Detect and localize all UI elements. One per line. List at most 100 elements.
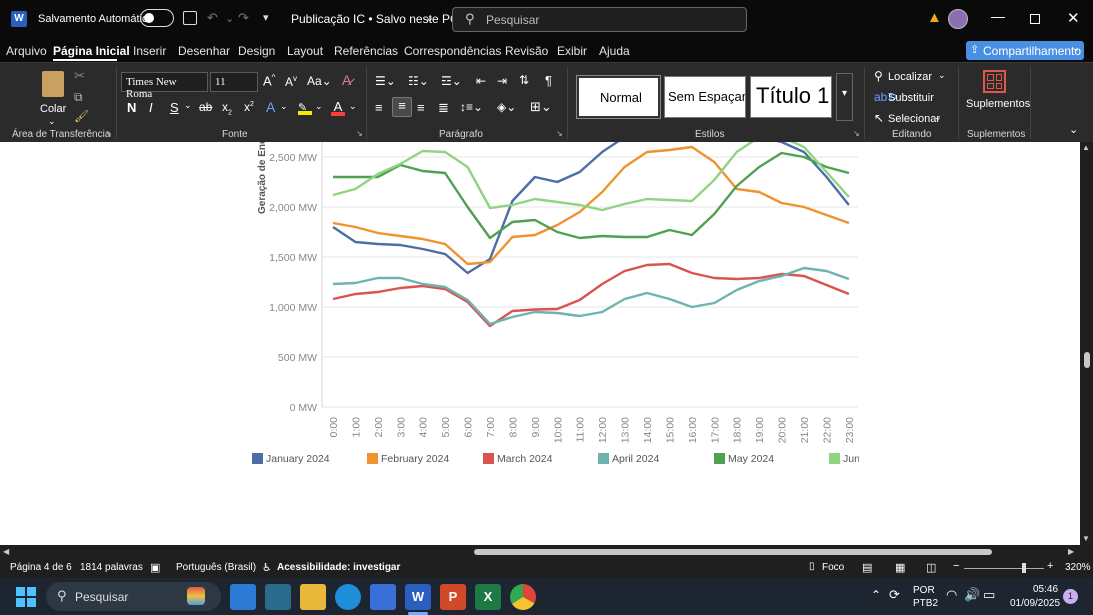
zoom-slider-track[interactable] [964,568,1044,569]
vertical-scroll-thumb[interactable] [1084,352,1090,368]
restore-icon[interactable] [1030,14,1040,24]
align-center-button[interactable]: ≡ [392,97,412,117]
styles-more-button[interactable]: ▾ [836,73,853,121]
accessibility-label[interactable]: Acessibilidade: investigar [277,562,401,573]
powerpoint-icon[interactable]: P [440,584,466,610]
menu-ajuda[interactable]: Ajuda [599,44,630,58]
paste-button[interactable]: Colar ⌄ [38,69,68,126]
clock-date[interactable]: 01/09/2025 [1010,598,1061,609]
highlight-icon[interactable]: ✎ [298,101,312,115]
close-icon[interactable]: ✕ [1067,10,1080,27]
store-icon[interactable] [265,584,291,610]
undo-icon[interactable]: ↶ [207,10,218,25]
chrome-icon[interactable] [510,584,536,610]
zoom-level[interactable]: 320% [1065,562,1091,573]
volume-icon[interactable]: 🔊 [964,587,981,602]
horizontal-scroll-thumb[interactable] [474,549,992,555]
scroll-left-icon[interactable]: ◀ [3,547,10,556]
quick-access-customize-icon[interactable]: ▾ [263,12,269,24]
menu-exibir[interactable]: Exibir [557,44,588,58]
select-label[interactable]: Selecionar [888,113,940,125]
superscript-icon[interactable]: x2 [244,100,254,114]
menu-inserir[interactable]: Inserir [133,44,167,58]
addins-icon[interactable] [983,70,1006,93]
highlight-chevron-icon[interactable]: ⌄ [315,101,323,111]
windows-start-icon[interactable] [16,587,36,607]
zoom-in-icon[interactable]: + [1047,560,1054,572]
line-spacing-icon[interactable]: ↕≡⌄ [460,100,484,114]
word-count[interactable]: 1814 palavras [80,562,143,573]
replace-label[interactable]: Substituir [888,92,934,104]
clock-time[interactable]: 05:46 [1033,584,1059,595]
change-case-icon[interactable]: Aa⌄ [307,74,332,88]
style-no-spacing[interactable]: Sem Espaçam [664,76,746,118]
underline-button[interactable]: S [170,100,179,115]
notification-badge[interactable]: 1 [1063,589,1078,604]
cut-icon[interactable]: ✂ [74,68,85,83]
text-effects-chevron-icon[interactable]: ⌄ [280,101,288,111]
save-icon[interactable] [183,11,197,25]
widgets-icon[interactable] [187,587,205,605]
menu-revisao[interactable]: Revisão [505,44,549,58]
find-icon[interactable]: ⚲ [874,69,883,83]
sync-icon[interactable]: ⟳ [889,587,900,602]
format-painter-icon[interactable]: 🖌 [74,109,90,123]
styles-launcher-icon[interactable]: ↘ [853,129,860,138]
numbering-icon[interactable]: ☷⌄ [408,74,429,88]
document-title[interactable]: Publicação IC • Salvo neste PC [291,12,459,26]
underline-chevron-icon[interactable]: ⌄ [184,100,192,110]
clipboard-launcher-icon[interactable]: ↘ [105,129,112,138]
grow-font-icon[interactable]: A^ [263,73,276,89]
decrease-indent-icon[interactable]: ⇤ [476,74,487,88]
sort-icon[interactable]: ⇅ [519,73,530,87]
show-formatting-icon[interactable]: ¶ [545,73,552,88]
share-button[interactable]: ⇪ Compartilhamento ⌄ [966,41,1084,60]
select-icon[interactable]: ↖ [874,111,885,125]
bullets-icon[interactable]: ☰⌄ [375,74,396,88]
bold-button[interactable]: N [127,100,137,115]
copy-icon[interactable]: ⧉ [74,90,83,104]
select-chevron-icon[interactable]: ⌄ [934,112,942,122]
menu-design[interactable]: Design [238,44,276,58]
wifi-icon[interactable]: ◠ [946,587,958,602]
menu-desenhar[interactable]: Desenhar [178,44,231,58]
keyboard-layout-bottom[interactable]: PTB2 [913,598,939,609]
align-right-icon[interactable]: ≡ [417,100,425,115]
tray-chevron-icon[interactable]: ⌃ [871,588,882,602]
undo-dropdown-icon[interactable]: ⌄ [225,13,235,25]
increase-indent-icon[interactable]: ⇥ [497,74,508,88]
justify-icon[interactable]: ≣ [438,100,449,115]
edge-icon[interactable] [335,584,361,610]
print-layout-icon[interactable]: ▦ [895,562,906,574]
font-name-combo[interactable]: Times New Roma [121,72,208,100]
search-box[interactable]: ⚲ Pesquisar [452,7,747,32]
zoom-out-icon[interactable]: − [953,560,960,572]
focus-label[interactable]: Foco [822,562,845,573]
menu-arquivo[interactable]: Arquivo [6,44,47,58]
style-heading-1[interactable]: Título 1 [750,76,832,118]
title-chevron-down-icon[interactable]: ⌄ [425,12,435,24]
subscript-icon[interactable]: x2 [222,100,232,117]
file-explorer-icon[interactable] [300,584,326,610]
read-mode-icon[interactable]: ▤ [862,562,873,574]
italic-button[interactable]: I [149,100,153,115]
paragraph-launcher-icon[interactable]: ↘ [556,129,563,138]
font-size-combo[interactable]: 11 [210,72,258,92]
borders-icon[interactable]: ⊞⌄ [530,99,552,114]
proofing-icon[interactable]: ▣ [150,562,161,574]
multilevel-list-icon[interactable]: ☲⌄ [441,74,462,88]
find-chevron-icon[interactable]: ⌄ [938,70,946,80]
avatar[interactable] [948,9,968,29]
font-color-chevron-icon[interactable]: ⌄ [349,101,357,111]
menu-referencias[interactable]: Referências [334,44,399,58]
warning-icon[interactable]: ▲ [927,9,942,26]
menu-correspondencias[interactable]: Correspondências [404,44,502,58]
scroll-down-icon[interactable]: ▼ [1082,534,1090,543]
addins-label[interactable]: Suplementos [966,98,1031,110]
menu-layout[interactable]: Layout [287,44,324,58]
scroll-right-icon[interactable]: ▶ [1068,547,1075,556]
font-color-icon[interactable]: A [331,99,345,116]
language-label[interactable]: Português (Brasil) [176,562,257,573]
strikethrough-icon[interactable]: ab [199,100,213,114]
autosave-toggle[interactable] [140,9,174,27]
